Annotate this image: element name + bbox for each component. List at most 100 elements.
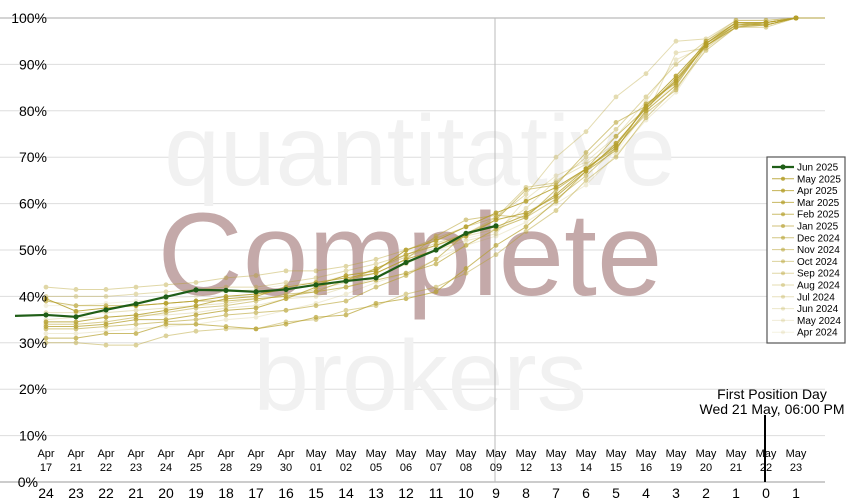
x-date-month: Apr bbox=[277, 448, 294, 460]
x-day-count: 16 bbox=[278, 485, 294, 500]
data-point bbox=[433, 261, 439, 267]
data-point bbox=[253, 326, 259, 332]
x-date-month: May bbox=[576, 448, 597, 460]
x-date-day: 29 bbox=[250, 462, 262, 474]
x-day-count: 0 bbox=[762, 485, 770, 500]
x-date-month: May bbox=[666, 448, 687, 460]
data-point bbox=[223, 324, 229, 329]
x-date-month: May bbox=[306, 448, 327, 460]
y-axis: 0% 10% 20% 30% 40% 50% 60% 70% 80% 90% 100% bbox=[11, 10, 47, 490]
data-point bbox=[583, 129, 589, 135]
y-tick-label: 10% bbox=[19, 428, 47, 444]
data-point bbox=[613, 94, 619, 100]
data-point bbox=[283, 268, 289, 274]
x-day-count: 23 bbox=[68, 485, 84, 500]
data-point bbox=[253, 314, 259, 320]
legend-swatch-marker bbox=[781, 224, 785, 228]
data-point bbox=[343, 263, 349, 269]
x-date-day: 19 bbox=[670, 462, 682, 474]
data-point bbox=[73, 287, 79, 292]
y-tick-label: 0% bbox=[18, 474, 38, 490]
legend-item: Aug 2024 bbox=[772, 281, 840, 292]
x-day-count: 19 bbox=[188, 485, 204, 500]
legend-item: Apr 2024 bbox=[772, 328, 838, 339]
x-date-day: 02 bbox=[340, 462, 352, 474]
data-point bbox=[463, 266, 469, 271]
series-line bbox=[45, 17, 797, 290]
x-day-count: 1 bbox=[732, 485, 740, 500]
data-point bbox=[763, 20, 769, 26]
legend-label: Nov 2024 bbox=[797, 245, 840, 256]
data-point bbox=[523, 187, 529, 193]
data-point bbox=[283, 307, 289, 313]
legend-item: Feb 2025 bbox=[772, 210, 840, 221]
x-date-day: 09 bbox=[490, 462, 502, 474]
data-point bbox=[163, 333, 169, 339]
x-day-count: 8 bbox=[522, 485, 530, 500]
data-point bbox=[283, 280, 289, 285]
legend-item: Jan 2025 bbox=[772, 222, 839, 233]
x-date-month: Apr bbox=[157, 448, 174, 460]
data-point bbox=[193, 294, 199, 299]
x-date-month: May bbox=[606, 448, 627, 460]
data-point bbox=[193, 303, 199, 309]
x-axis: Apr17Apr21Apr22Apr23Apr24Apr25Apr28Apr29… bbox=[37, 448, 806, 500]
x-date-month: Apr bbox=[217, 448, 234, 460]
data-point bbox=[73, 331, 79, 336]
data-point bbox=[313, 314, 319, 320]
gridlines bbox=[0, 17, 825, 483]
data-point bbox=[613, 126, 619, 132]
data-point bbox=[673, 38, 679, 44]
data-point bbox=[493, 210, 499, 216]
data-point bbox=[493, 252, 499, 258]
data-point bbox=[433, 242, 439, 248]
data-point bbox=[373, 256, 379, 262]
data-point bbox=[553, 194, 559, 200]
data-point bbox=[133, 301, 139, 307]
data-point bbox=[313, 303, 319, 309]
legend-swatch-marker bbox=[781, 330, 785, 335]
x-day-count: 11 bbox=[429, 485, 444, 500]
data-point bbox=[73, 335, 79, 341]
data-point bbox=[133, 342, 139, 348]
data-point bbox=[193, 317, 199, 322]
y-tick-label: 40% bbox=[19, 288, 47, 304]
data-point bbox=[253, 310, 259, 316]
data-point bbox=[733, 20, 739, 26]
x-day-count: 9 bbox=[492, 485, 500, 500]
watermark-complete: Complete bbox=[157, 189, 662, 321]
data-point bbox=[493, 231, 499, 237]
data-point bbox=[373, 284, 379, 290]
x-date-day: 05 bbox=[370, 462, 382, 474]
legend-swatch-marker bbox=[781, 176, 785, 181]
data-point bbox=[583, 154, 589, 160]
x-date-day: 13 bbox=[550, 462, 562, 474]
data-point bbox=[343, 307, 349, 313]
x-date-day: 17 bbox=[40, 462, 52, 474]
legend-item: Apr 2025 bbox=[772, 186, 838, 197]
data-point bbox=[313, 268, 319, 274]
legend-label: Aug 2024 bbox=[797, 281, 840, 292]
data-point bbox=[103, 321, 109, 327]
annotation-title: First Position Day bbox=[717, 386, 827, 402]
data-point bbox=[223, 317, 229, 322]
legend-item: Sep 2024 bbox=[772, 269, 840, 280]
legend-item: Jul 2024 bbox=[772, 292, 835, 303]
data-point bbox=[613, 154, 619, 160]
series-may-2025 bbox=[43, 15, 825, 314]
data-point bbox=[73, 319, 79, 325]
data-point bbox=[583, 178, 589, 183]
data-point bbox=[313, 275, 319, 281]
legend-label: Jun 2025 bbox=[797, 163, 839, 174]
data-point bbox=[493, 223, 499, 229]
data-point bbox=[133, 321, 139, 327]
data-point bbox=[193, 312, 199, 318]
data-point bbox=[103, 342, 109, 348]
x-date-day: 14 bbox=[580, 462, 592, 474]
data-point bbox=[283, 286, 289, 293]
x-date-day: 16 bbox=[640, 462, 652, 474]
x-date-month: May bbox=[756, 448, 777, 460]
x-date-day: 12 bbox=[520, 462, 532, 474]
data-point bbox=[523, 219, 529, 225]
data-point bbox=[133, 284, 139, 290]
